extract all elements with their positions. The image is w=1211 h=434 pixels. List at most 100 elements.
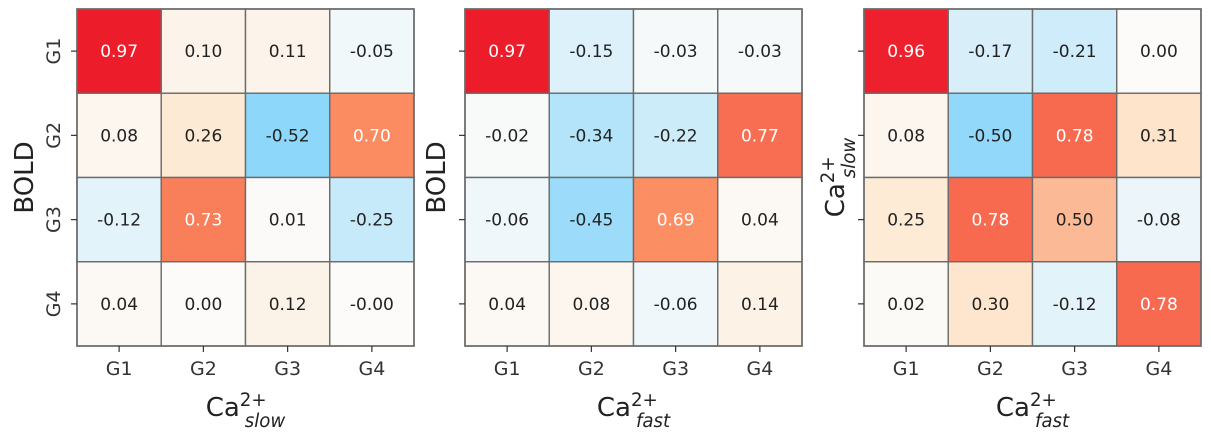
cell-value-label: 0.10 bbox=[184, 42, 222, 62]
heatmap-cell-r1-c3 bbox=[632, 8, 719, 94]
cell-value-label: -0.06 bbox=[654, 295, 698, 315]
heatmap-cell-r1-c4 bbox=[717, 8, 803, 94]
heatmap-cell-r4-c3 bbox=[1031, 261, 1118, 347]
cell-value-label: -0.52 bbox=[266, 126, 310, 146]
heatmap-cell-r3-c4 bbox=[329, 176, 415, 263]
cell-value-label: 0.14 bbox=[741, 295, 779, 315]
heatmap-cell-r3-c2 bbox=[548, 176, 635, 263]
x-tick-label: G3 bbox=[274, 358, 301, 380]
cell-value-label: 0.70 bbox=[353, 126, 391, 146]
cell-value-label: -0.00 bbox=[350, 295, 394, 315]
heatmap-cell-r2-c4 bbox=[329, 92, 415, 179]
y-axis-title: BOLD bbox=[10, 141, 40, 213]
heatmap-cell-r3-c3 bbox=[632, 176, 719, 263]
x-tick-label: G4 bbox=[358, 358, 385, 380]
cell-value-label: -0.21 bbox=[1053, 42, 1097, 62]
cell-value-label: -0.25 bbox=[350, 211, 394, 231]
cell-value-label: 0.78 bbox=[971, 211, 1009, 231]
cell-value-label: 0.30 bbox=[971, 295, 1009, 315]
cell-value-label: 0.04 bbox=[100, 295, 138, 315]
cell-value-label: 0.96 bbox=[887, 42, 925, 62]
heatmap-cell-r3-c2 bbox=[160, 176, 247, 263]
cell-value-label: -0.03 bbox=[738, 42, 782, 62]
y-axis-title: Ca2+slow bbox=[818, 138, 860, 218]
cell-value-label: -0.34 bbox=[569, 126, 613, 146]
heatmap-cell-r1-c2 bbox=[548, 8, 635, 94]
heatmap-cell-r1-c1 bbox=[464, 8, 550, 94]
cell-value-label: 0.11 bbox=[269, 42, 307, 62]
cell-value-label: -0.05 bbox=[350, 42, 394, 62]
x-tick-label: G1 bbox=[494, 358, 521, 380]
heatmap-cell-r3-c4 bbox=[717, 176, 803, 263]
cell-value-label: 0.97 bbox=[488, 42, 526, 62]
cell-value-label: 0.08 bbox=[572, 295, 610, 315]
x-tick-label: G2 bbox=[977, 358, 1004, 380]
heatmap-cell-r1-c2 bbox=[160, 8, 247, 94]
cell-value-label: 0.77 bbox=[741, 126, 779, 146]
cell-value-label: -0.15 bbox=[569, 42, 613, 62]
heatmap-cell-r2-c1 bbox=[464, 92, 550, 179]
x-tick-label: G4 bbox=[1145, 358, 1172, 380]
cell-value-label: 0.78 bbox=[1140, 295, 1178, 315]
y-tick-label: G4 bbox=[43, 290, 65, 317]
heatmap-border bbox=[76, 8, 415, 347]
x-axis-title: Ca2+ fast bbox=[597, 390, 671, 432]
heatmap-cell-r2-c2 bbox=[160, 92, 247, 179]
y-tick-label: G1 bbox=[43, 38, 65, 65]
heatmap-cell-r4-c2 bbox=[160, 261, 247, 347]
cell-value-label: 0.25 bbox=[887, 211, 925, 231]
cell-value-label: -0.22 bbox=[654, 126, 698, 146]
cell-value-label: -0.02 bbox=[485, 126, 529, 146]
cell-value-label: -0.12 bbox=[97, 211, 141, 231]
cell-value-label: -0.03 bbox=[654, 42, 698, 62]
heatmap-panel-2: 0.97 -0.15 -0.03 -0.03 -0.02 -0.34 -0.22 0.77 -0… bbox=[422, 8, 803, 432]
heatmap-cell-r3-c2 bbox=[947, 176, 1034, 263]
cell-value-label: 0.73 bbox=[184, 211, 222, 231]
heatmap-cell-r2-c4 bbox=[1116, 92, 1202, 179]
heatmap-cell-r3-c1 bbox=[464, 176, 550, 263]
cell-value-label: 0.50 bbox=[1056, 211, 1094, 231]
heatmap-cell-r4-c2 bbox=[947, 261, 1034, 347]
heatmap-cell-r1-c3 bbox=[1031, 8, 1118, 94]
cell-value-label: -0.45 bbox=[569, 211, 613, 231]
cell-value-label: 0.69 bbox=[657, 211, 695, 231]
heatmap-cell-r4-c4 bbox=[329, 261, 415, 347]
heatmap-cell-r2-c3 bbox=[632, 92, 719, 179]
x-tick-label: G3 bbox=[662, 358, 689, 380]
cell-value-label: 0.08 bbox=[887, 126, 925, 146]
cell-value-label: -0.50 bbox=[968, 126, 1012, 146]
heatmap-panel-3: 0.96 -0.17 -0.21 0.00 0.08 -0.50 0.78 0.31 0.25 0… bbox=[818, 8, 1202, 432]
cell-value-label: -0.08 bbox=[1137, 211, 1181, 231]
cell-value-label: 0.12 bbox=[269, 295, 307, 315]
cell-value-label: 0.31 bbox=[1140, 126, 1178, 146]
x-tick-label: G2 bbox=[578, 358, 605, 380]
heatmap-border bbox=[863, 8, 1202, 347]
cell-value-label: -0.12 bbox=[1053, 295, 1097, 315]
x-tick-label: G1 bbox=[893, 358, 920, 380]
cell-value-label: 0.26 bbox=[184, 126, 222, 146]
x-tick-label: G2 bbox=[190, 358, 217, 380]
x-tick-label: G1 bbox=[106, 358, 133, 380]
cell-value-label: 0.04 bbox=[741, 211, 779, 231]
x-tick-label: G4 bbox=[746, 358, 773, 380]
cell-value-label: 0.02 bbox=[887, 295, 925, 315]
cell-value-label: -0.06 bbox=[485, 211, 529, 231]
x-tick-label: G3 bbox=[1061, 358, 1088, 380]
x-axis-title: Ca2+ fast bbox=[996, 390, 1070, 432]
y-tick-label: G3 bbox=[43, 206, 65, 233]
cell-value-label: 0.97 bbox=[100, 42, 138, 62]
cell-value-label: 0.04 bbox=[488, 295, 526, 315]
x-axis-title: Ca2+ slow bbox=[206, 390, 286, 432]
cell-value-label: 0.78 bbox=[1056, 126, 1094, 146]
heatmap-cell-r2-c4 bbox=[717, 92, 803, 179]
cell-value-label: 0.01 bbox=[269, 211, 307, 231]
cell-value-label: 0.00 bbox=[1140, 42, 1178, 62]
heatmap-panel-1: 0.97 0.10 0.11 -0.05 0.08 0.26 -0.52 0.70 -0.12 0… bbox=[10, 8, 415, 432]
cell-value-label: 0.00 bbox=[184, 295, 222, 315]
y-tick-label: G2 bbox=[43, 122, 65, 149]
heatmap-cell-r2-c2 bbox=[947, 92, 1034, 179]
y-axis-title: BOLD bbox=[422, 141, 452, 213]
heatmap-cell-r3-c4 bbox=[1116, 176, 1202, 263]
cell-value-label: -0.17 bbox=[968, 42, 1012, 62]
